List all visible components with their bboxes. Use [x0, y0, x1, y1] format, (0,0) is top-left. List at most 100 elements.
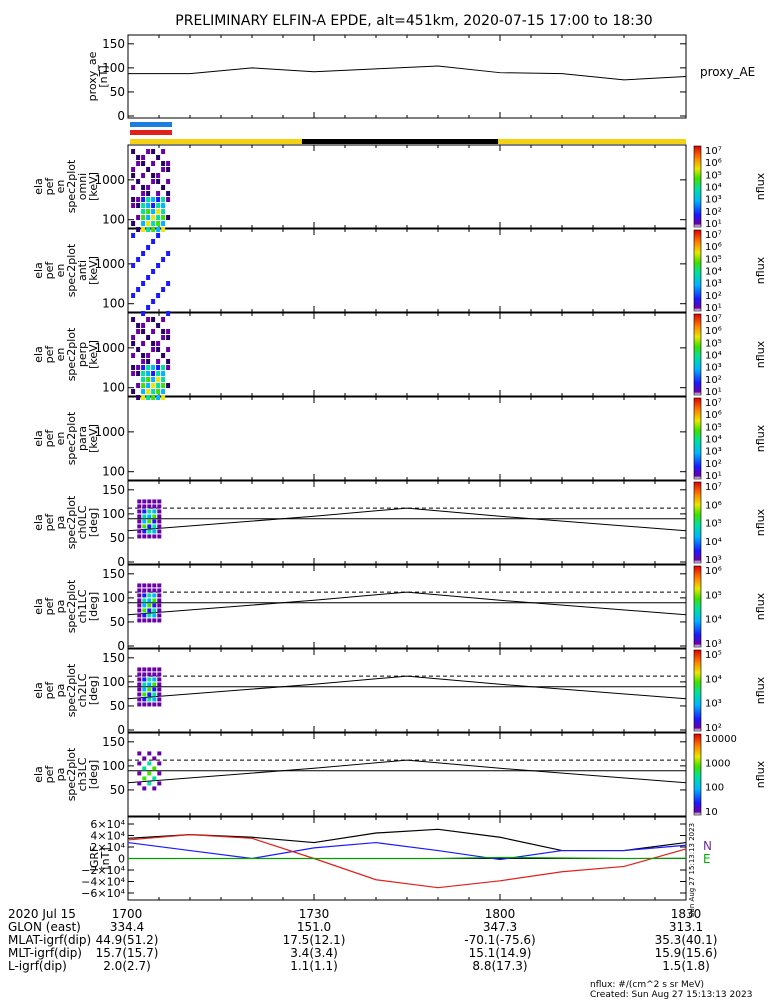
y-axis-label-line: pef	[43, 513, 56, 532]
pitch-spectrogram-cell	[142, 593, 147, 598]
pitch-spectrogram-cell	[147, 781, 152, 786]
spectrogram-cell	[131, 197, 136, 202]
spectrogram-cell	[151, 377, 156, 382]
spectrogram-cell	[146, 353, 151, 358]
loss-cone-line	[127, 675, 687, 700]
colorbar-tick-label: 10⁶	[705, 158, 722, 169]
spectrogram-cell	[146, 377, 151, 382]
colorbar-tick-label: 10¹	[705, 387, 722, 398]
pitch-spectrogram-cell	[137, 702, 142, 707]
pitch-spectrogram-cell	[142, 692, 147, 697]
pitch-spectrogram-cell	[157, 771, 162, 776]
pitch-spectrogram-cell	[147, 593, 152, 598]
pitch-spectrogram-cell	[152, 603, 157, 608]
spectrogram-cell	[141, 221, 146, 226]
colorbar-tick-label: 10⁴	[705, 183, 722, 194]
pitch-spectrogram-cell	[142, 687, 147, 692]
spectrogram-cell	[151, 347, 156, 352]
igrf-legend-e: E	[703, 852, 711, 866]
spectrogram-cell	[156, 383, 161, 388]
y-axis-label-line: ch3LC	[76, 757, 89, 791]
colorbar-label: nflux	[754, 592, 767, 620]
pitch-spectrogram-cell	[137, 529, 142, 534]
ephemeris-table: 2020 Jul 15 GLON (east) MLAT-igrf(dip) M…	[8, 907, 717, 973]
spectrogram-cell	[141, 389, 146, 394]
pitch-spectrogram-cell	[157, 761, 162, 766]
spectrogram-cell	[146, 227, 151, 232]
y-tick-label: 100	[102, 213, 125, 227]
pitch-spectrogram-cell	[157, 682, 162, 687]
spectrogram-cell	[136, 365, 141, 370]
colorbar-tick-label: 10000	[705, 734, 737, 745]
y-axis-label-line: spec2plot	[65, 663, 78, 717]
spectrogram-cell	[161, 257, 166, 262]
pitch-spectrogram-cell	[157, 697, 162, 702]
colorbar-label: nflux	[754, 676, 767, 704]
spectrogram-cell	[161, 395, 166, 400]
igrf-series-e	[127, 841, 687, 861]
spectrogram-cell	[156, 347, 161, 352]
pitch-spectrogram-cell	[142, 524, 147, 529]
pitch-spectrogram-cell	[157, 672, 162, 677]
panel-frame-ae	[127, 34, 687, 119]
colorbar-tick-label: 100	[705, 783, 724, 794]
y-axis-label-line: IGRF	[88, 846, 101, 872]
spectrogram-cell	[146, 191, 151, 196]
pitch-spectrogram-cell	[142, 504, 147, 509]
y-axis-label-line: pef	[43, 429, 56, 448]
pitch-spectrogram-cell	[137, 687, 142, 692]
eph-r4-v1: 1.1(1.1)	[290, 959, 338, 973]
pitch-spectrogram-cell	[137, 672, 142, 677]
y-tick-label: 100	[102, 381, 125, 395]
pitch-spectrogram-cell	[142, 588, 147, 593]
pitch-spectrogram-cell	[137, 682, 142, 687]
y-tick-label: 1000	[94, 341, 125, 355]
ae-side-label: proxy_AE	[700, 65, 755, 79]
y-axis-label-line: anti	[76, 260, 89, 281]
pitch-spectrogram-cell	[142, 603, 147, 608]
colorbar-tick-label: 10³	[705, 447, 722, 458]
spectrogram-cell	[166, 161, 171, 166]
panel-frame-omni	[127, 144, 687, 229]
spectrogram-cell	[136, 155, 141, 160]
yellow-bar-right	[498, 139, 686, 144]
spectrogram-cell	[141, 251, 146, 256]
y-tick-label: 50	[110, 615, 125, 629]
y-tick-label: 150	[102, 735, 125, 749]
pitch-spectrogram-cell	[147, 534, 152, 539]
pitch-spectrogram-cell	[147, 608, 152, 613]
spectrogram-cell	[151, 203, 156, 208]
pitch-spectrogram-cell	[142, 697, 147, 702]
y-axis-label-line: [keV]	[87, 256, 100, 285]
eph-row0-label: 2020 Jul 15	[8, 907, 76, 921]
pitch-spectrogram-cell	[137, 697, 142, 702]
pitch-spectrogram-cell	[142, 583, 147, 588]
colorbar-tick-label: 10⁶	[705, 566, 722, 577]
colorbar-tick-label: 10⁵	[705, 338, 722, 349]
pitch-spectrogram-cell	[142, 756, 147, 761]
spectrogram-cell	[156, 395, 161, 400]
spectrogram-cell	[136, 329, 141, 334]
spectrogram-cell	[166, 383, 171, 388]
pitch-spectrogram-cell	[137, 618, 142, 623]
pitch-spectrogram-cell	[147, 677, 152, 682]
pitch-spectrogram-cell	[157, 618, 162, 623]
spectrogram-cell	[141, 377, 146, 382]
panel-frame-ch2	[127, 648, 687, 733]
colorbar-tick-label: 10⁴	[705, 615, 722, 626]
pitch-spectrogram-cell	[157, 751, 162, 756]
pitch-spectrogram-cell	[147, 509, 152, 514]
spectrogram-cell	[151, 395, 156, 400]
pitch-spectrogram-cell	[152, 598, 157, 603]
pitch-spectrogram-cell	[157, 504, 162, 509]
panel-ae: 150 100 50 0 proxy_ae[nT] proxy_AE	[86, 34, 755, 123]
y-axis-label-line: ch0LC	[76, 505, 89, 539]
pitch-spectrogram-cell	[147, 613, 152, 618]
spectrogram-cell	[131, 335, 136, 340]
pitch-spectrogram-cell	[157, 603, 162, 608]
y-tick-label: 1000	[94, 257, 125, 271]
spectrogram-cell	[166, 197, 171, 202]
spectrogram-cell	[161, 203, 166, 208]
y-axis-label-line: pa	[54, 768, 67, 782]
colorbar-tick-label: 10¹	[705, 219, 722, 230]
